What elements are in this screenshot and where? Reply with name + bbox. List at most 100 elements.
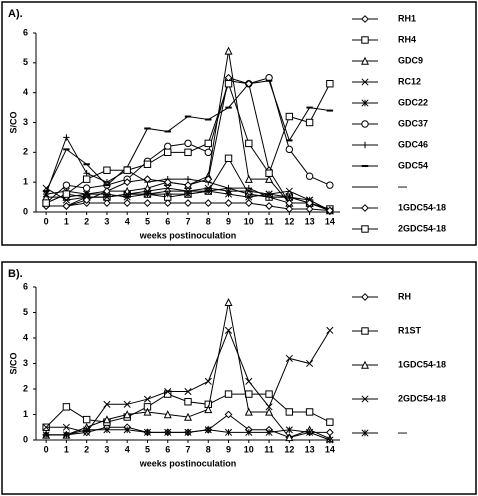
marker — [285, 354, 293, 362]
marker — [62, 423, 70, 431]
marker — [224, 154, 233, 163]
x-axis-label: weeks postinoculation — [139, 230, 237, 240]
x-tick-label: 5 — [145, 444, 150, 454]
marker — [62, 181, 71, 189]
marker — [265, 174, 274, 183]
x-tick-label: 8 — [206, 444, 211, 454]
marker — [63, 134, 70, 141]
y-tick-label: 4 — [23, 87, 28, 97]
marker — [265, 428, 273, 436]
legend-label: GDC54 — [398, 160, 428, 170]
marker — [183, 412, 193, 421]
marker — [184, 190, 192, 198]
marker — [244, 174, 253, 183]
marker — [163, 199, 172, 207]
marker — [164, 148, 172, 157]
legend-label: 2GDC54-18 — [398, 393, 446, 403]
marker — [62, 202, 71, 210]
marker — [285, 408, 294, 416]
marker — [143, 199, 152, 207]
legend-label: GDC46 — [398, 139, 428, 149]
marker — [245, 390, 253, 398]
marker — [361, 78, 369, 86]
marker — [326, 326, 334, 334]
marker — [360, 360, 370, 369]
marker — [82, 175, 91, 183]
marker — [361, 429, 369, 437]
marker — [306, 428, 314, 436]
marker — [103, 199, 111, 207]
marker — [285, 205, 294, 213]
marker — [83, 170, 90, 177]
marker — [164, 387, 172, 396]
marker — [285, 145, 294, 154]
legend-label: 1GDC54-18 — [398, 202, 446, 212]
marker — [164, 190, 172, 198]
marker — [305, 408, 314, 416]
marker — [163, 178, 172, 187]
legend-label: RH — [398, 291, 411, 301]
marker — [42, 423, 50, 431]
x-tick-label: 1 — [64, 216, 69, 226]
x-tick-label: 6 — [165, 444, 170, 454]
marker — [360, 56, 370, 65]
marker — [361, 293, 369, 301]
x-tick-label: 1 — [64, 444, 69, 454]
marker — [361, 327, 369, 335]
legend-label: R1ST — [398, 325, 422, 335]
y-tick-label: 1 — [23, 177, 28, 187]
y-tick-label: 2 — [23, 147, 28, 157]
marker — [83, 426, 91, 434]
marker — [102, 415, 111, 424]
y-tick-label: 2 — [23, 383, 28, 393]
marker — [224, 199, 233, 207]
x-tick-label: 0 — [44, 444, 49, 454]
y-tick-label: 6 — [23, 281, 28, 291]
marker — [224, 46, 233, 55]
marker — [123, 426, 131, 434]
marker — [244, 407, 253, 416]
marker — [184, 181, 192, 190]
marker — [361, 99, 369, 107]
x-tick-label: 3 — [104, 444, 109, 454]
marker — [184, 148, 192, 157]
legend-label: 1GDC54-18 — [398, 359, 446, 369]
x-tick-label: 10 — [244, 216, 254, 226]
marker — [123, 400, 131, 408]
marker — [285, 199, 294, 207]
x-tick-label: 8 — [206, 216, 211, 226]
marker — [143, 175, 152, 184]
x-tick-label: 4 — [125, 216, 130, 226]
marker — [62, 431, 70, 439]
x-tick-label: 2 — [84, 444, 89, 454]
legend-label: RC12 — [398, 76, 421, 86]
marker — [163, 410, 172, 419]
marker — [285, 433, 294, 442]
x-tick-label: 13 — [305, 216, 315, 226]
marker — [326, 181, 334, 189]
marker — [245, 184, 252, 192]
marker — [361, 204, 369, 212]
x-tick-label: 13 — [305, 444, 315, 454]
panel-title: A). — [8, 8, 23, 20]
y-tick-label: 0 — [23, 206, 28, 216]
marker — [224, 297, 233, 306]
marker — [361, 141, 369, 149]
marker — [265, 169, 273, 177]
marker — [164, 142, 172, 151]
x-tick-label: 7 — [185, 216, 190, 226]
x-tick-label: 11 — [264, 444, 274, 454]
marker — [103, 187, 111, 196]
marker — [244, 79, 253, 88]
x-tick-label: 9 — [226, 444, 231, 454]
x-tick-label: 11 — [264, 216, 274, 226]
x-tick-label: 7 — [185, 444, 190, 454]
marker — [184, 428, 192, 436]
x-tick-label: 4 — [125, 444, 130, 454]
legend-label: RH1 — [398, 13, 416, 23]
marker — [361, 225, 369, 233]
marker — [224, 80, 233, 88]
marker — [143, 160, 152, 168]
y-axis-label: S/CO — [8, 352, 18, 374]
